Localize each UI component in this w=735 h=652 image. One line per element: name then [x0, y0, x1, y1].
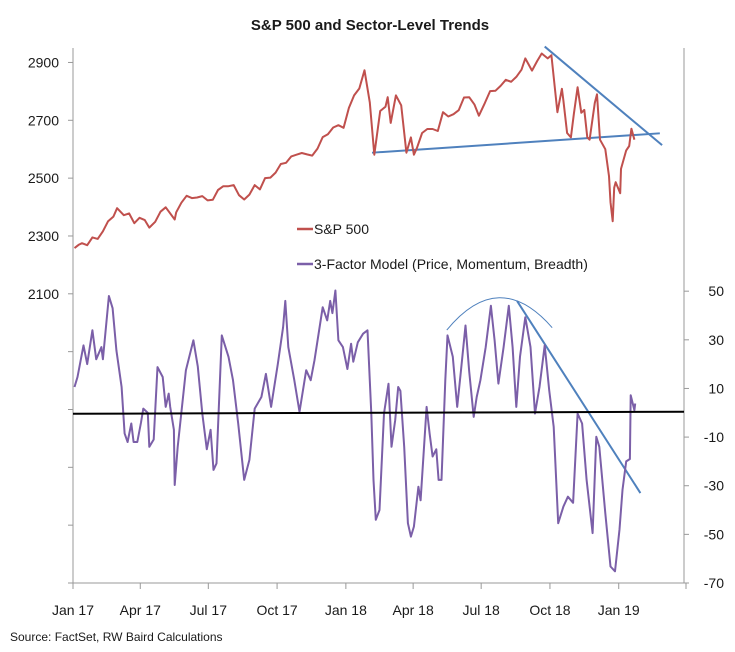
y-right-tick-label: 30 [708, 332, 724, 348]
sp500-downtrend-line [544, 45, 663, 146]
y-right-tick-label: -70 [704, 575, 724, 591]
model-top-arc [446, 297, 553, 331]
x-tick-label: Jan 19 [598, 602, 640, 618]
axes: Jan 17 Apr 17 Jul 17 Oct 17 Jan 18 Apr 18 Jul … [28, 48, 724, 618]
model-line [73, 289, 637, 573]
legend: S&P 500 3-Factor Model (Price, Momentum,… [297, 221, 588, 272]
x-tick-label: Apr 17 [120, 602, 161, 618]
zero-line-group [72, 410, 685, 415]
sp500-line [73, 52, 636, 249]
x-tick-label: Apr 18 [393, 602, 434, 618]
y-left-tick-label: 2900 [28, 54, 59, 70]
y-left-tick-label: 2300 [28, 228, 59, 244]
x-tick-label: Oct 17 [256, 602, 297, 618]
y-right-tick-label: 10 [708, 380, 724, 396]
y-left-tick-label: 2700 [28, 112, 59, 128]
zero-line [72, 410, 685, 415]
sp500-support-line [371, 132, 660, 154]
sp500-series [73, 52, 636, 249]
y-left-tick-label: 2500 [28, 170, 59, 186]
x-tick-label: Jan 18 [325, 602, 367, 618]
y-right-tick-label: -50 [704, 526, 724, 542]
legend-label-model: 3-Factor Model (Price, Momentum, Breadth… [314, 256, 588, 272]
y-left-tick-label: 2100 [28, 286, 59, 302]
y-right-tick-label: -30 [704, 478, 724, 494]
trend-annotations [371, 45, 663, 494]
legend-label-sp500: S&P 500 [314, 221, 369, 237]
series-lines [73, 52, 637, 573]
x-tick-label: Jul 17 [190, 602, 228, 618]
source-note: Source: FactSet, RW Baird Calculations [10, 630, 223, 644]
chart-title: S&P 500 and Sector-Level Trends [251, 17, 489, 34]
y-right-tick-label: 50 [708, 283, 724, 299]
model-series [73, 289, 637, 573]
x-tick-label: Jul 18 [462, 602, 500, 618]
x-tick-label: Jan 17 [52, 602, 94, 618]
x-tick-label: Oct 18 [529, 602, 570, 618]
y-right-tick-label: -10 [704, 429, 724, 445]
model-downtrend-line [516, 300, 642, 494]
